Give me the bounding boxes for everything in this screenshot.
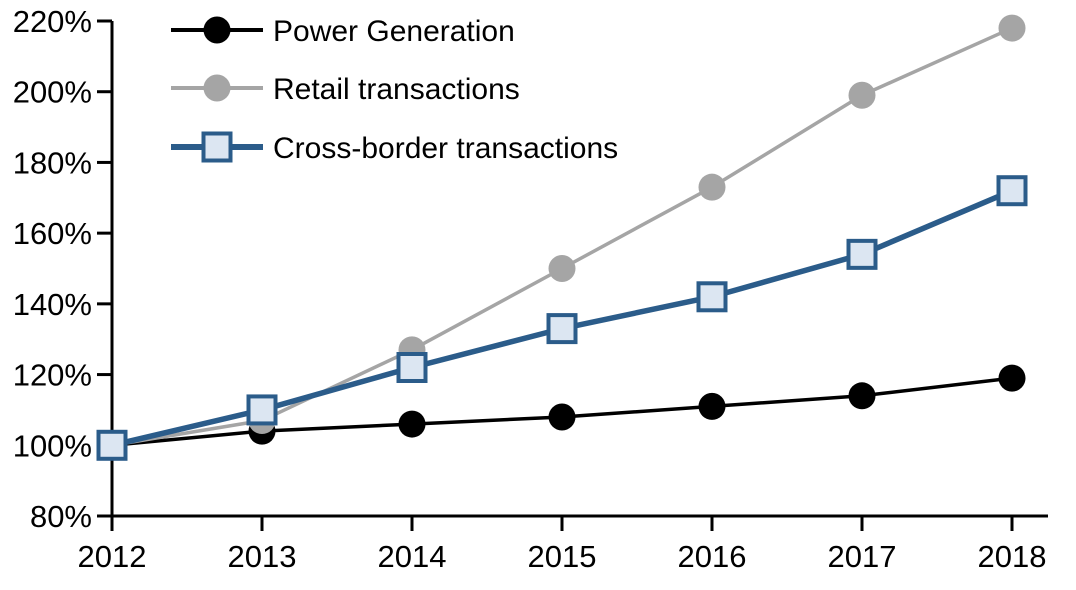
y-tick-label: 160% (13, 216, 92, 251)
data-point-retail-transactions-2017 (848, 81, 876, 109)
x-tick-label: 2016 (678, 539, 747, 574)
legend-label: Retail transactions (273, 73, 520, 106)
legend-item-cross-border-transactions: Cross-border transactions (171, 131, 618, 165)
series-power-generation (98, 364, 1026, 459)
x-tick-label: 2012 (78, 539, 147, 574)
legend: Power Generation Retail transactions Cross… (171, 15, 618, 165)
data-point-cross-border-transactions-2014 (396, 352, 428, 383)
legend-label: Power Generation (273, 15, 515, 48)
data-point-power-generation-2015 (548, 403, 576, 431)
y-tick-label: 180% (13, 145, 92, 180)
legend-marker-swatch (201, 131, 233, 163)
legend-marker-swatch (203, 74, 231, 102)
series-cross-border-transactions (96, 175, 1028, 461)
data-point-cross-border-transactions-2017 (846, 238, 878, 270)
x-tick-label: 2018 (978, 539, 1047, 574)
legend-marker-swatch (203, 16, 231, 44)
legend-label: Cross-border transactions (273, 132, 618, 165)
y-tick-label: 140% (13, 287, 92, 322)
data-point-retail-transactions-2015 (548, 255, 576, 282)
series-retail-transactions-line (111, 26, 1013, 448)
data-point-power-generation-2016 (698, 392, 726, 420)
data-point-retail-transactions-2018 (998, 14, 1026, 42)
y-tick-label: 120% (13, 358, 92, 393)
x-tick-label: 2015 (528, 539, 597, 574)
data-point-power-generation-2018 (998, 364, 1026, 392)
y-tick-label: 200% (13, 75, 92, 110)
data-point-retail-transactions-2016 (698, 173, 726, 201)
data-point-cross-border-transactions-2013 (246, 394, 278, 426)
y-tick-label: 80% (30, 499, 92, 534)
data-point-power-generation-2017 (848, 382, 876, 410)
data-point-cross-border-transactions-2016 (696, 281, 728, 313)
data-point-cross-border-transactions-2018 (996, 175, 1028, 207)
y-tick-label: 100% (13, 428, 92, 463)
x-tick-label: 2013 (228, 539, 297, 574)
data-point-cross-border-transactions-2015 (546, 313, 578, 345)
data-point-cross-border-transactions-2012 (96, 429, 128, 461)
y-tick-label: 220% (13, 4, 92, 39)
legend-item-power-generation: Power Generation (171, 15, 515, 48)
data-point-power-generation-2014 (398, 410, 426, 438)
x-tick-label: 2017 (828, 539, 897, 574)
x-tick-label: 2014 (378, 539, 447, 574)
legend-item-retail-transactions: Retail transactions (171, 73, 520, 106)
